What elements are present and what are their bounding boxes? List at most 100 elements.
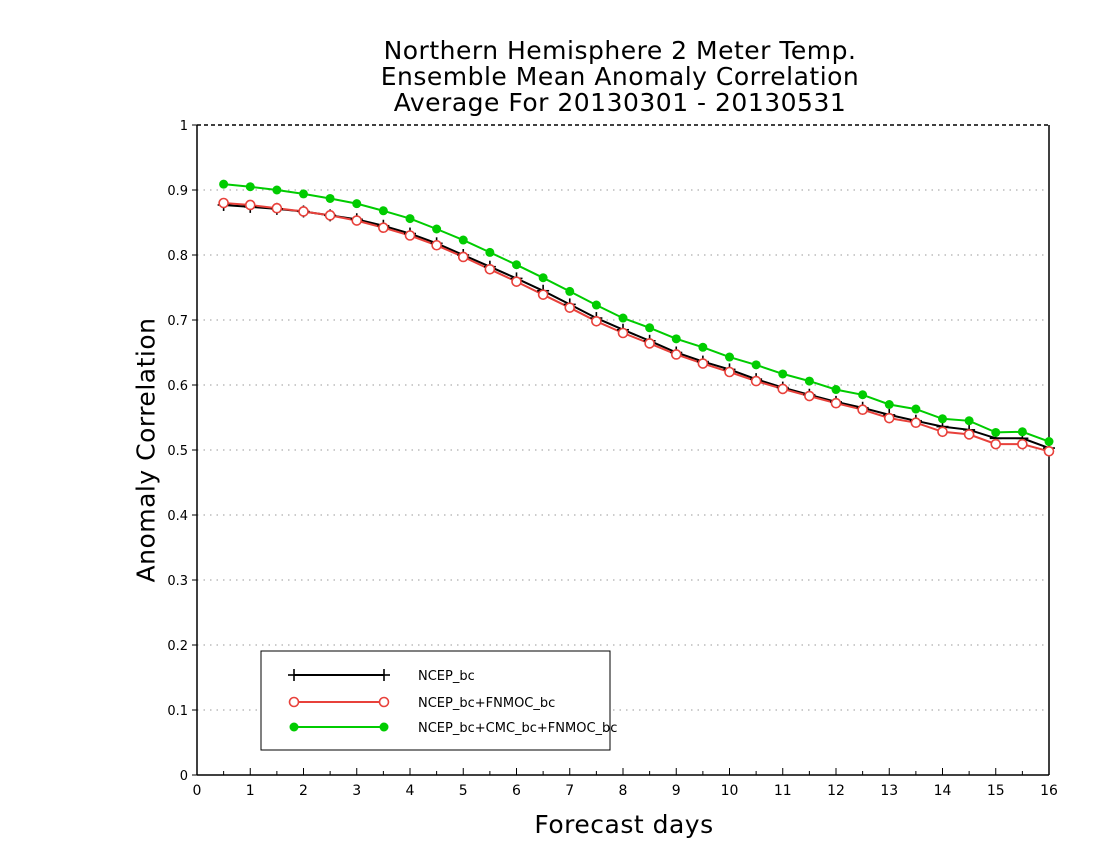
- chart-title-line-2: Ensemble Mean Anomaly Correlation: [380, 62, 860, 91]
- series-1-point-26: [910, 417, 922, 429]
- y-tick-label-0: 0: [180, 769, 188, 784]
- y-tick-label-2: 0.2: [167, 639, 188, 654]
- chart-title-line-3: Average For 20130301 - 20130531: [393, 88, 847, 117]
- series-1-point-12: [537, 289, 549, 300]
- x-tick-label-15: 15: [987, 783, 1005, 799]
- series-2-point-15: [618, 313, 628, 323]
- series-1-point-13: [564, 302, 576, 313]
- series-2-point-21: [778, 369, 788, 379]
- y-tick-label-4: 0.4: [167, 509, 188, 524]
- x-tick-label-16: 16: [1040, 783, 1058, 799]
- series-1-point-18: [697, 358, 709, 369]
- series-1-point-29: [990, 438, 1002, 450]
- x-tick-label-0: 0: [193, 783, 202, 799]
- series-2-point-19: [725, 352, 734, 362]
- legend-marker-end-2: [379, 722, 389, 732]
- series-1-point-3: [298, 206, 309, 217]
- series-1-point-25: [883, 412, 895, 424]
- series-1-point-1: [244, 199, 256, 211]
- legend-label-2: NCEP_bc+CMC_bc+FNMOC_bc: [418, 721, 617, 736]
- x-tick-label-11: 11: [774, 783, 792, 799]
- series-1-point-19: [724, 366, 735, 378]
- x-tick-label-13: 13: [880, 783, 898, 799]
- series-2-point-30: [1017, 427, 1027, 437]
- y-tick-label-9: 0.9: [167, 184, 188, 199]
- series-1-point-23: [830, 397, 842, 409]
- series-2-point-24: [858, 390, 868, 400]
- series-2-point-31: [1044, 437, 1054, 447]
- y-tick-label-1: 0.1: [167, 704, 188, 719]
- series-2-point-16: [645, 323, 655, 333]
- series-2-point-13: [565, 286, 575, 296]
- chart-title-line-1: Northern Hemisphere 2 Meter Temp.: [383, 36, 857, 65]
- series-2-point-8: [432, 224, 442, 234]
- x-tick-label-5: 5: [459, 783, 468, 799]
- series-1-point-16: [644, 338, 655, 349]
- y-tick-label-7: 0.7: [167, 314, 188, 329]
- series-1-point-22: [804, 390, 815, 402]
- series-1-point-28: [963, 429, 975, 440]
- series-2-point-18: [698, 342, 708, 352]
- series-1-point-5: [351, 215, 363, 226]
- series-2-point-26: [911, 404, 921, 414]
- y-tick-label-5: 0.5: [167, 444, 188, 459]
- series-1-point-15: [617, 327, 629, 339]
- y-tick-label-8: 0.8: [167, 249, 188, 264]
- series-1-point-27: [937, 426, 948, 438]
- series-2-point-28: [964, 416, 974, 426]
- series-1-point-11: [511, 276, 522, 287]
- legend-label-0: NCEP_bc: [418, 669, 475, 684]
- series-2-point-14: [591, 300, 601, 310]
- x-tick-label-2: 2: [299, 783, 308, 799]
- series-1-point-10: [484, 263, 496, 275]
- x-tick-label-8: 8: [619, 783, 628, 799]
- series-2-point-4: [325, 193, 335, 203]
- legend-marker-start-0: [288, 669, 300, 681]
- y-tick-label-3: 0.3: [167, 574, 188, 589]
- series-2-point-2: [272, 185, 282, 195]
- x-tick-label-12: 12: [827, 783, 845, 799]
- x-tick-label-6: 6: [512, 783, 521, 799]
- series-2-point-22: [804, 376, 814, 386]
- legend-marker-end-1: [378, 696, 390, 708]
- series-2-point-3: [299, 189, 308, 199]
- series-2-point-0: [219, 179, 229, 189]
- series-2-point-20: [751, 360, 761, 370]
- series-1-point-14: [591, 315, 602, 327]
- series-1-point-9: [457, 251, 469, 263]
- series-1-point-21: [777, 383, 789, 395]
- x-tick-label-9: 9: [672, 783, 681, 799]
- series-line-2: [223, 183, 1050, 443]
- x-tick-label-3: 3: [352, 783, 361, 799]
- series-2-point-5: [352, 199, 362, 209]
- x-tick-label-4: 4: [406, 783, 415, 799]
- series-1-point-7: [404, 230, 416, 241]
- series-1-point-20: [750, 375, 762, 387]
- series-2-point-25: [884, 400, 894, 409]
- legend-marker-start-2: [289, 722, 299, 732]
- x-tick-label-10: 10: [721, 783, 739, 799]
- series-1-point-31: [1043, 445, 1055, 457]
- series-2-point-17: [671, 334, 681, 344]
- series-1-point-24: [857, 404, 868, 416]
- y-tick-label-10: 1: [180, 119, 188, 134]
- series-2-point-12: [538, 273, 548, 283]
- series-2-point-6: [378, 206, 388, 216]
- x-tick-label-1: 1: [246, 783, 255, 799]
- series-1-point-17: [670, 349, 682, 360]
- series-2-point-11: [512, 260, 521, 270]
- legend-box: [260, 650, 611, 751]
- series-line-1: [223, 202, 1050, 453]
- series-2-point-23: [831, 385, 841, 395]
- series-2-point-9: [458, 235, 468, 245]
- legend-marker-start-1: [288, 696, 300, 708]
- legend-label-1: NCEP_bc+FNMOC_bc: [418, 696, 555, 711]
- series-2-point-29: [991, 427, 1001, 437]
- series-2-point-10: [485, 247, 495, 257]
- series-2-point-7: [405, 214, 415, 224]
- x-tick-label-7: 7: [565, 783, 574, 799]
- series-2-point-27: [938, 414, 947, 424]
- series-1-point-6: [378, 222, 389, 233]
- series-2-point-1: [245, 182, 255, 192]
